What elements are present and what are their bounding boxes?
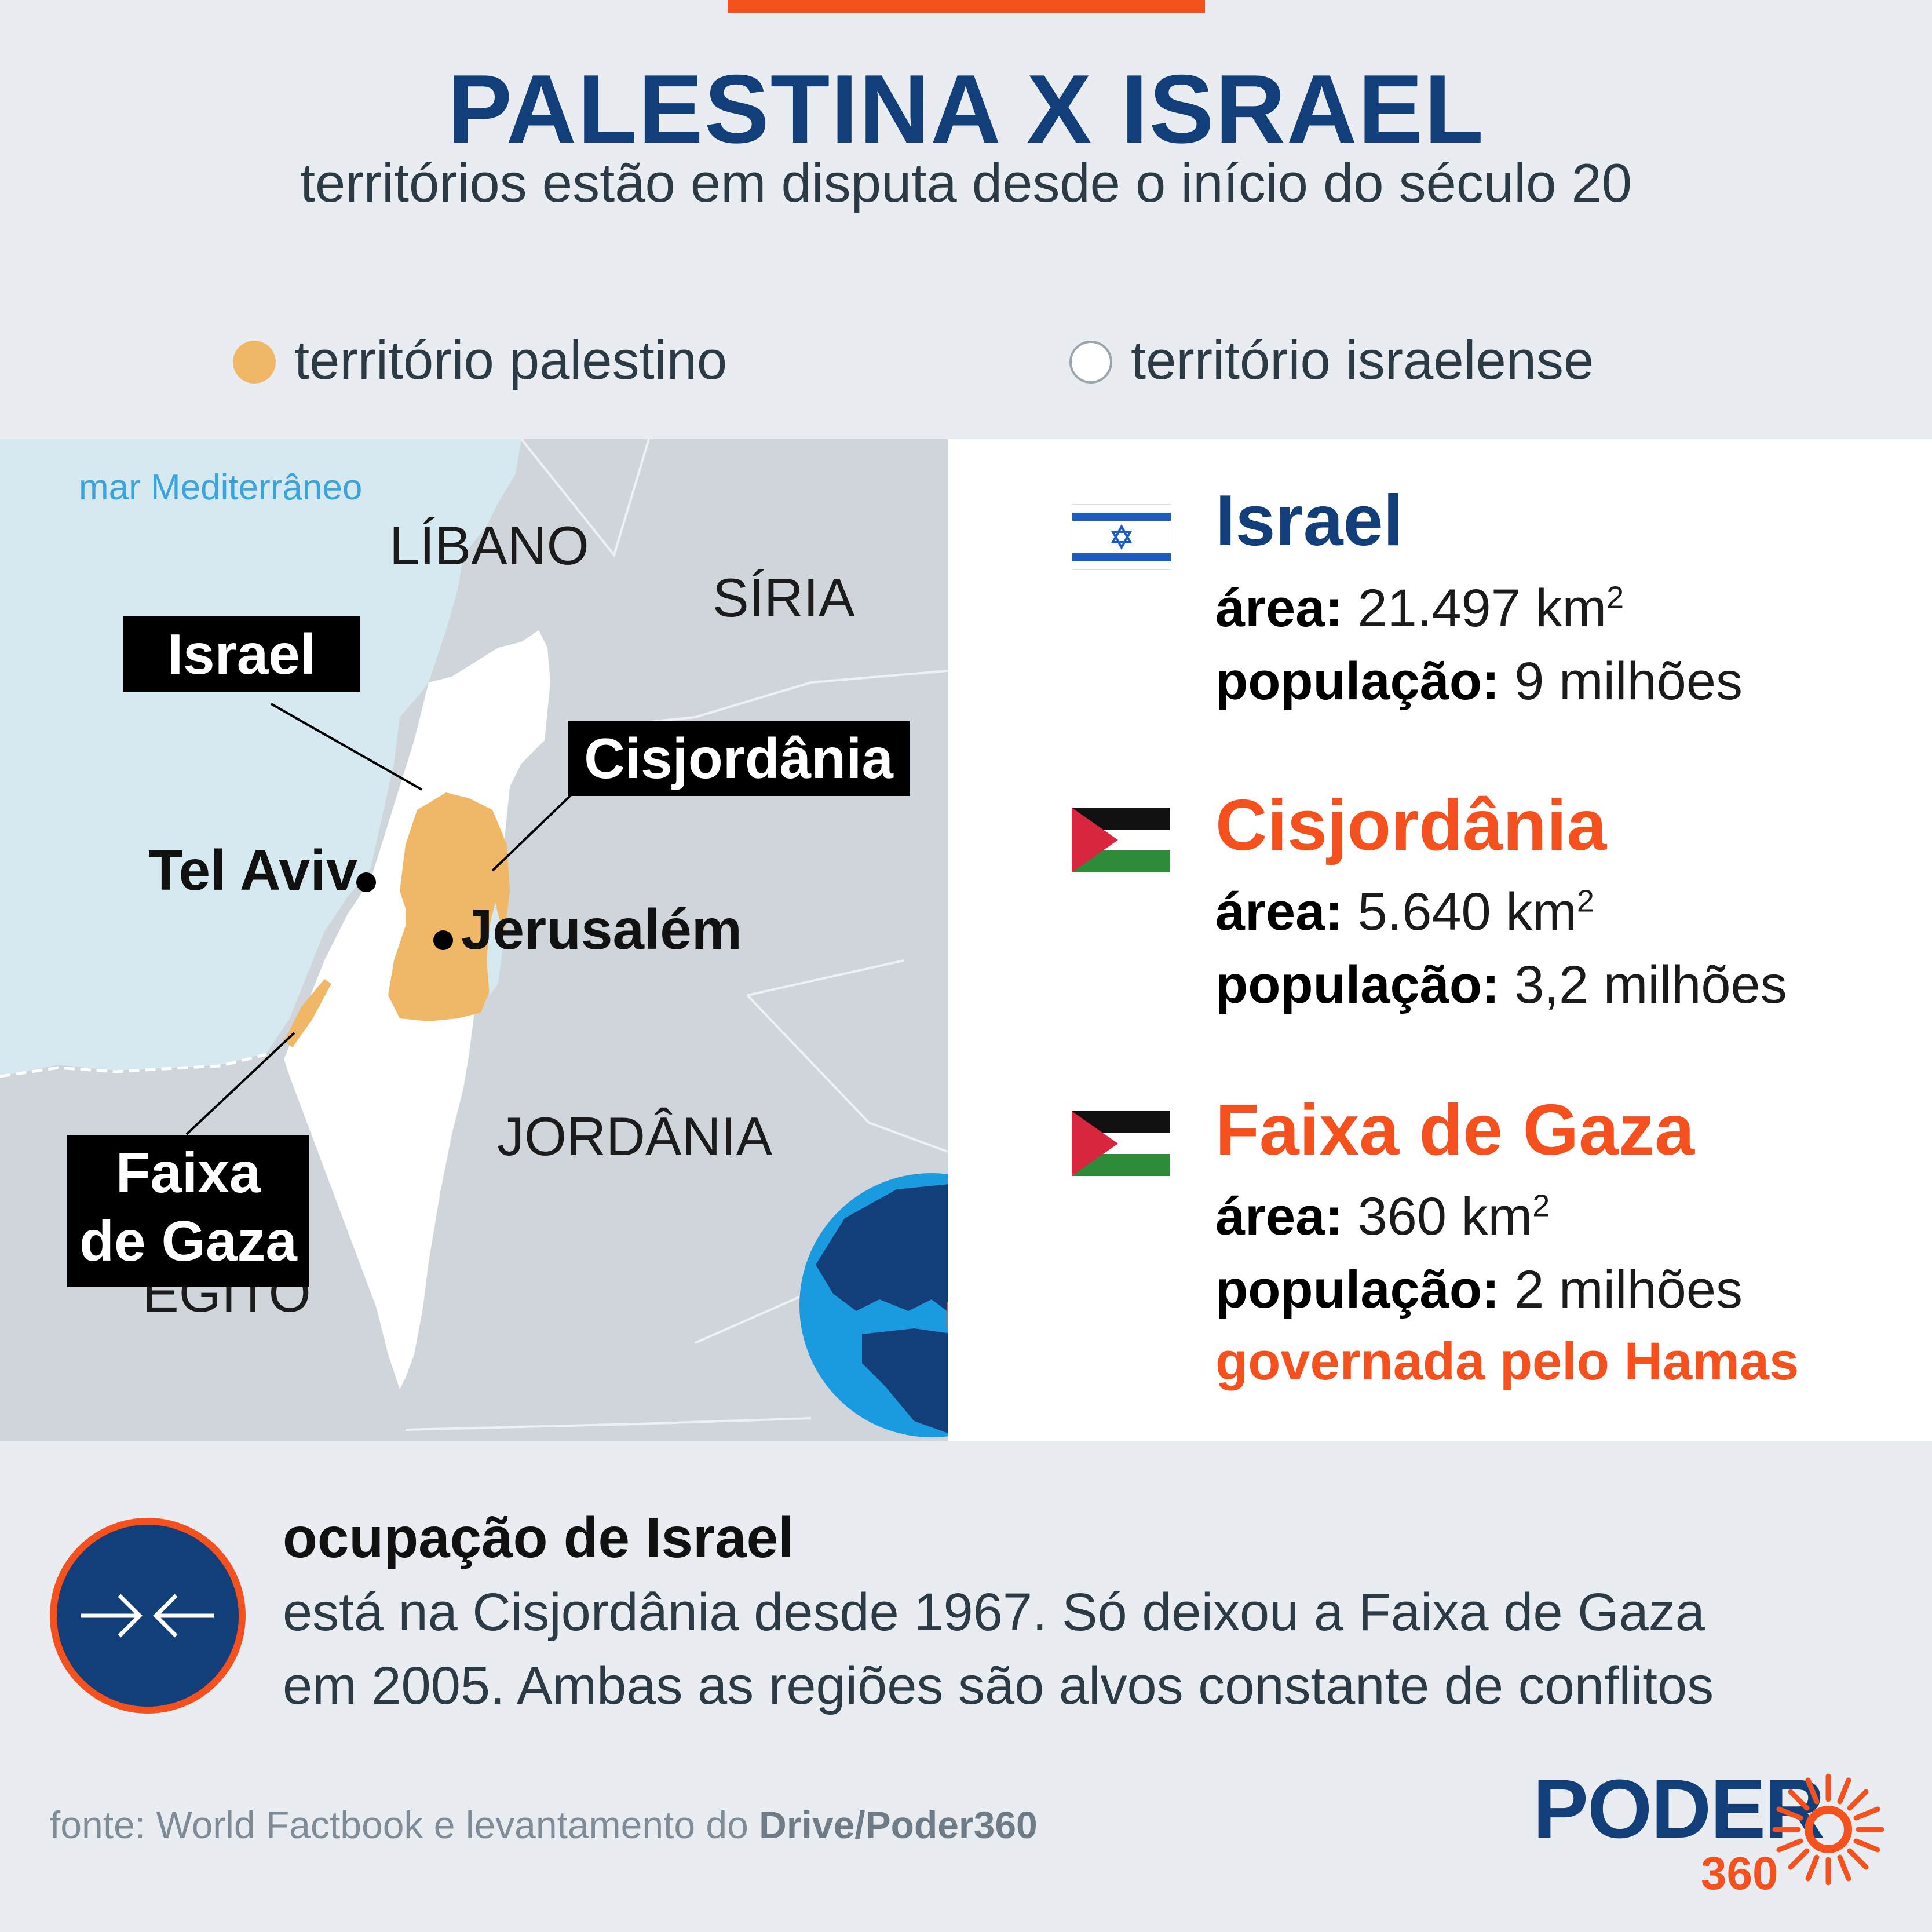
gaza-territory (284, 979, 331, 1047)
country-label-lebanon: LÍBANO (389, 515, 589, 576)
jerusalem-dot (433, 930, 453, 950)
palestine-flag-icon (1072, 1111, 1170, 1176)
entity-pop-gaza: população: 2 milhões (1215, 1260, 1743, 1319)
jordan-saudi-border (746, 994, 948, 1153)
tel-aviv-dot (356, 872, 376, 892)
locator-globe (799, 1173, 948, 1437)
jordan-saudi-border-2 (747, 959, 904, 996)
dead-sea (487, 903, 504, 995)
sea-label: mar Mediterrâneo (79, 468, 363, 507)
callout-israel: Israel (123, 616, 360, 692)
israel-flag-icon (1072, 504, 1171, 570)
west-bank-callout-line (491, 794, 572, 872)
entity-name-west-bank: Cisjordânia (1215, 786, 1607, 865)
callout-west-bank: Cisjordânia (568, 721, 910, 796)
legend-palestinian-label: território palestino (294, 330, 728, 390)
info-panel: Israel área: 21.497 km2 população: 9 mil… (948, 439, 1932, 1441)
region-map: mar Mediterrâneo LÍBANO SÍRIA JORDÂNIA E… (0, 439, 948, 1441)
country-label-syria: SÍRIA (713, 567, 855, 628)
poder360-logo: PODER 360 (1533, 1761, 1892, 1906)
entity-name-gaza: Faixa de Gaza (1215, 1090, 1695, 1170)
occupation-line-2: em 2005. Ambas as regiões são alvos cons… (283, 1656, 1714, 1715)
entity-pop-israel: população: 9 milhões (1215, 652, 1743, 711)
entity-area-israel: área: 21.497 km2 (1215, 579, 1624, 638)
israel-callout-line (271, 703, 422, 791)
entity-pop-west-bank: população: 3,2 milhões (1215, 955, 1787, 1014)
entity-note-gaza: governada pelo Hamas (1215, 1332, 1799, 1391)
palestine-flag-icon (1072, 808, 1170, 872)
sun-icon (1772, 1773, 1884, 1886)
source-note: fonte: World Factbook e levantamento do … (50, 1803, 1038, 1846)
top-accent-bar (728, 0, 1205, 13)
city-label-jerusalem: Jerusalém (461, 897, 742, 961)
city-label-tel-aviv: Tel Aviv (148, 838, 358, 902)
southern-line (405, 1417, 812, 1431)
callout-gaza-line1: Faixa (115, 1141, 261, 1204)
page-subtitle: territórios estão em disputa desde o iní… (300, 152, 1632, 213)
occupation-text: está na Cisjordânia desde 1967. Só deixo… (283, 1576, 1905, 1723)
callout-israel-text: Israel (167, 622, 316, 686)
west-bank-territory (388, 792, 510, 1021)
entity-area-gaza: área: 360 km2 (1215, 1187, 1550, 1246)
mediterranean-sea (0, 439, 521, 1076)
gaza-callout-line (185, 1032, 295, 1135)
arrows-inward-icon (50, 1518, 246, 1714)
callout-gaza: Faixa de Gaza (67, 1135, 309, 1287)
callout-gaza-line2: de Gaza (79, 1208, 297, 1273)
occupation-line-1: está na Cisjordânia desde 1967. Só deixo… (283, 1583, 1705, 1642)
entity-area-west-bank: área: 5.640 km2 (1215, 882, 1594, 941)
entity-name-israel: Israel (1215, 481, 1404, 561)
legend-palestinian-swatch (233, 341, 276, 384)
legend-israeli-label: território israelense (1131, 330, 1594, 390)
lebanon-syria-border (520, 439, 650, 558)
callout-west-bank-text: Cisjordânia (584, 726, 893, 790)
logo-word: PODER (1533, 1762, 1825, 1856)
legend-israeli-swatch (1069, 341, 1112, 384)
page-title: PALESTINA X ISRAEL (447, 54, 1485, 163)
country-label-jordan: JORDÂNIA (497, 1106, 773, 1167)
occupation-title: ocupação de Israel (283, 1506, 794, 1569)
egypt-coast (0, 1053, 267, 1078)
logo-number: 360 (1701, 1847, 1778, 1899)
